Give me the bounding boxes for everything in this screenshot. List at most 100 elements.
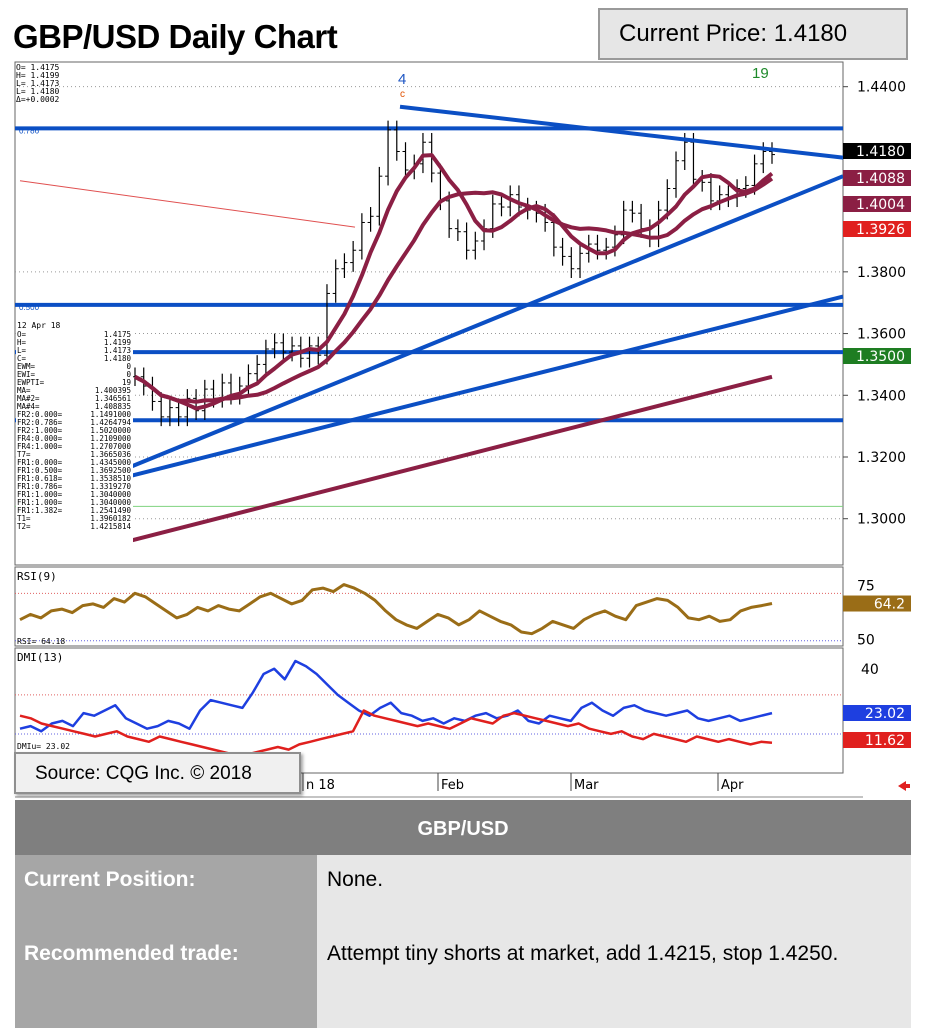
info-box-header: 12 Apr 18 — [17, 321, 61, 330]
frame-layer — [14, 61, 863, 798]
ohlc-readout: L= 1.4180 — [16, 87, 60, 96]
trend-line-upper — [399, 104, 844, 160]
info-box-key: FR2:0.000= — [17, 410, 63, 419]
info-box-value: 1.4345000 — [90, 458, 131, 467]
price-tag-label: 1.4088 — [856, 171, 905, 187]
y-tick-label: 1.3800 — [857, 265, 906, 281]
info-box-value: 19 — [122, 378, 131, 387]
panel-label-column — [15, 855, 317, 1028]
trend-line-support — [131, 174, 844, 469]
info-box-key: FR1:0.500= — [17, 466, 63, 475]
info-box-value: 1.3665036 — [90, 450, 131, 459]
info-box-value: 0 — [126, 370, 131, 379]
red-arrow-icon-tail — [903, 784, 910, 788]
info-box-key: MA#4= — [17, 402, 40, 411]
dmi-plus-line — [19, 659, 773, 733]
page-title: GBP/USD Daily Chart — [13, 18, 338, 55]
info-box-value: 1.2109000 — [90, 434, 131, 443]
ohlc-readout: O= 1.4175 — [16, 63, 60, 72]
info-box-value: 1.1491000 — [90, 410, 131, 419]
price-tag — [843, 348, 911, 364]
price-tag-label: 1.4004 — [856, 197, 905, 213]
fib-label: 0.786 — [19, 126, 40, 135]
current-position-label: Current Position: — [24, 868, 196, 891]
info-box-value: 1.3960182 — [90, 514, 131, 523]
x-tick-label: Feb — [441, 778, 464, 793]
dmi-plus-label: 23.02 — [865, 706, 905, 722]
rsi-title: RSI(9) — [17, 570, 57, 583]
info-box-key: MA= — [17, 386, 31, 395]
dmi-minus-tag — [843, 732, 911, 748]
rsi-value-label: 64.2 — [874, 597, 905, 613]
rsi-tick-label: 75 — [857, 579, 875, 595]
info-box-key: EWI= — [17, 370, 36, 379]
y-tick-label: 1.3600 — [857, 327, 906, 343]
price-tag-label: 1.3500 — [856, 349, 905, 365]
x-axis: n 18 Feb Mar Apr — [302, 773, 910, 793]
recommended-trade-label: Recommended trade: — [24, 942, 239, 965]
info-box-key: EWPTI= — [17, 378, 45, 387]
wave-label: 19 — [752, 65, 769, 82]
y-tick-label: 1.3000 — [857, 512, 906, 528]
trade-panel: GBP/USD Current Position: None. Recommen… — [15, 800, 911, 1028]
fib-label: 0.500 — [19, 303, 40, 312]
rsi-tick-label: 50 — [857, 632, 875, 648]
price-tag — [843, 196, 911, 212]
moving-average-long — [131, 374, 773, 543]
y-tick-label: 1.3200 — [857, 450, 906, 466]
main-panel-frame — [14, 61, 844, 566]
info-box-key: FR4:1.000= — [17, 442, 63, 451]
red-arrow-icon — [898, 781, 906, 791]
price-tag — [843, 143, 911, 159]
ohlc-readout: H= 1.4199 — [16, 71, 60, 80]
source-label: Source: CQG Inc. © 2018 — [14, 752, 301, 794]
info-box-key: FR1:1.000= — [17, 498, 63, 507]
info-box-value: 1.4173 — [104, 346, 131, 355]
info-box-value: 1.3319270 — [90, 482, 131, 491]
info-box-key: FR1:0.618= — [17, 474, 63, 483]
moving-average-short — [134, 153, 774, 411]
x-tick-label: n 18 — [306, 778, 335, 793]
rsi-value-tag — [843, 595, 911, 612]
info-box-value: 0 — [126, 362, 131, 371]
dmi-minus-label: 11.62 — [865, 733, 905, 749]
x-tick-label: Apr — [721, 778, 744, 793]
info-box-value: 1.4215814 — [90, 522, 131, 531]
price-tag — [843, 170, 911, 186]
info-box-key: T1= — [17, 514, 31, 523]
info-box-value: 1.3692500 — [90, 466, 131, 475]
info-box-key: H= — [17, 338, 27, 347]
info-box-key: T7= — [17, 450, 31, 459]
ohlc-readout: L= 1.4173 — [16, 79, 60, 88]
right-axis: 1.4400 1.3800 1.3600 1.3400 1.3200 1.3000 1.41… — [843, 80, 911, 749]
info-box-key: FR1:1.382= — [17, 506, 63, 515]
rsi-readout: RSI= 64.18 — [17, 637, 65, 646]
dmi-tick-label: 40 — [861, 662, 879, 678]
dmi-panel: DMI(13) DMIu= 23.02 — [15, 651, 843, 757]
info-box — [16, 319, 133, 564]
info-box-value: 1.3538510 — [90, 474, 131, 483]
info-box-key: FR4:0.000= — [17, 434, 63, 443]
trend-line-red — [19, 180, 356, 228]
dmi-title: DMI(13) — [17, 651, 63, 664]
info-box-key: T2= — [17, 522, 31, 531]
info-box-value: 1.346561 — [95, 394, 131, 403]
current-price-box: Current Price: 1.4180 — [598, 8, 908, 60]
y-tick-label: 1.4400 — [857, 80, 906, 96]
current-position-value: None. — [327, 868, 384, 891]
price-tag — [843, 221, 911, 237]
trend-line-lower — [131, 294, 844, 478]
recommended-trade-value: Attempt tiny shorts at market, add 1.421… — [327, 942, 839, 965]
info-box-value: 1.408835 — [95, 402, 131, 411]
info-box-key: FR1:0.000= — [17, 458, 63, 467]
price-tag-label: 1.3926 — [856, 222, 905, 238]
y-tick-label: 1.3400 — [857, 388, 906, 404]
info-box-key: FR1:1.000= — [17, 490, 63, 499]
info-box-key: FR2:1.000= — [17, 426, 63, 435]
info-box-value: 1.4199 — [104, 338, 131, 347]
info-box-key: FR2:0.786= — [17, 418, 63, 427]
info-box-value: 1.3040000 — [90, 490, 131, 499]
info-box-key: C= — [17, 354, 27, 363]
